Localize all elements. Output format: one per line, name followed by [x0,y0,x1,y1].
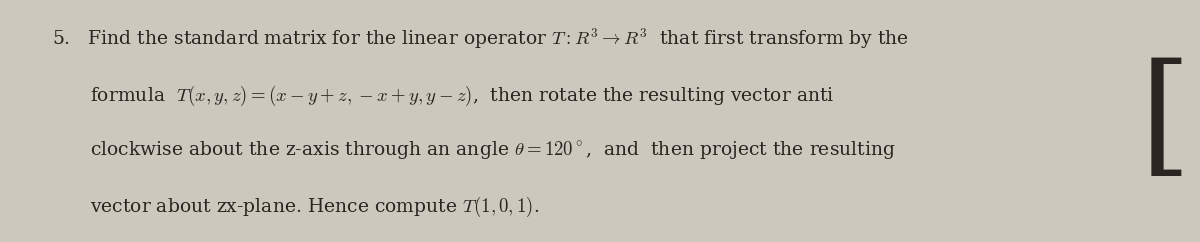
Text: clockwise about the z-axis through an angle $\theta = 120^\circ$,  and  then pro: clockwise about the z-axis through an an… [90,139,896,161]
Text: [: [ [1139,56,1190,186]
Text: vector about zx-plane. Hence compute $T(1,0,1)$.: vector about zx-plane. Hence compute $T(… [90,195,540,219]
Text: formula  $T(x, y, z) = (x - y + z, -x + y, y - z)$,  then rotate the resulting v: formula $T(x, y, z) = (x - y + z, -x + y… [90,84,835,108]
Text: 5.   Find the standard matrix for the linear operator $T: R^3 \rightarrow R^3$  : 5. Find the standard matrix for the line… [52,26,908,51]
